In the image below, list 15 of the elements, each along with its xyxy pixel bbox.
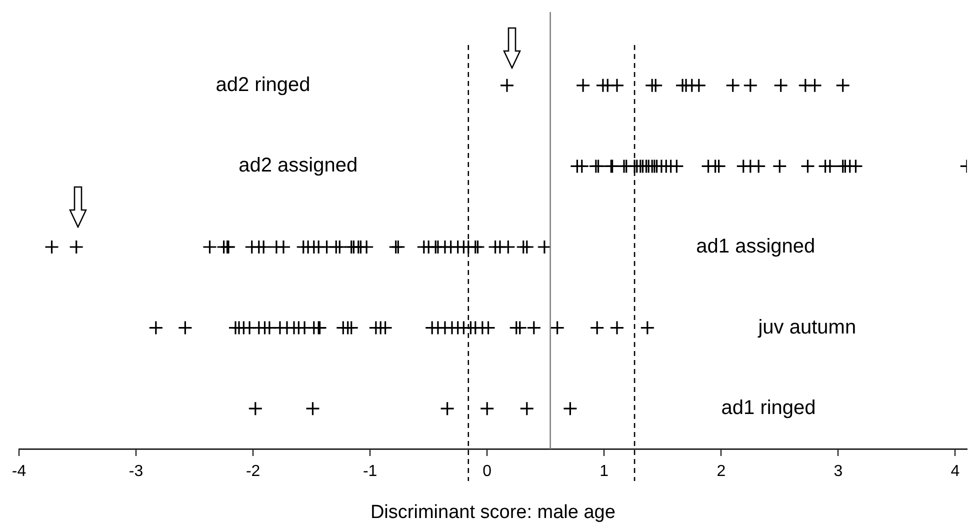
x-tick-label: 2 (716, 463, 726, 480)
x-tick-label: -2 (246, 463, 260, 480)
x-tick-label: -1 (362, 463, 378, 480)
x-tick-label: 4 (950, 463, 960, 480)
y-tick-label: juv autumn (757, 316, 856, 338)
x-tick-label: 0 (482, 463, 492, 480)
x-tick-label: 1 (600, 463, 609, 480)
x-tick-label: -4 (12, 463, 26, 480)
y-tick-label: ad1 ringed (721, 397, 816, 420)
y-tick-label: ad1 assigned (696, 236, 816, 258)
y-tick-label: ad2 assigned (238, 154, 358, 177)
y-tick-label: ad2 ringed (216, 74, 310, 96)
x-tick-label: 3 (834, 463, 843, 480)
x-axis-title: Discriminant score: male age (370, 502, 616, 523)
x-tick-label: -3 (128, 463, 144, 480)
